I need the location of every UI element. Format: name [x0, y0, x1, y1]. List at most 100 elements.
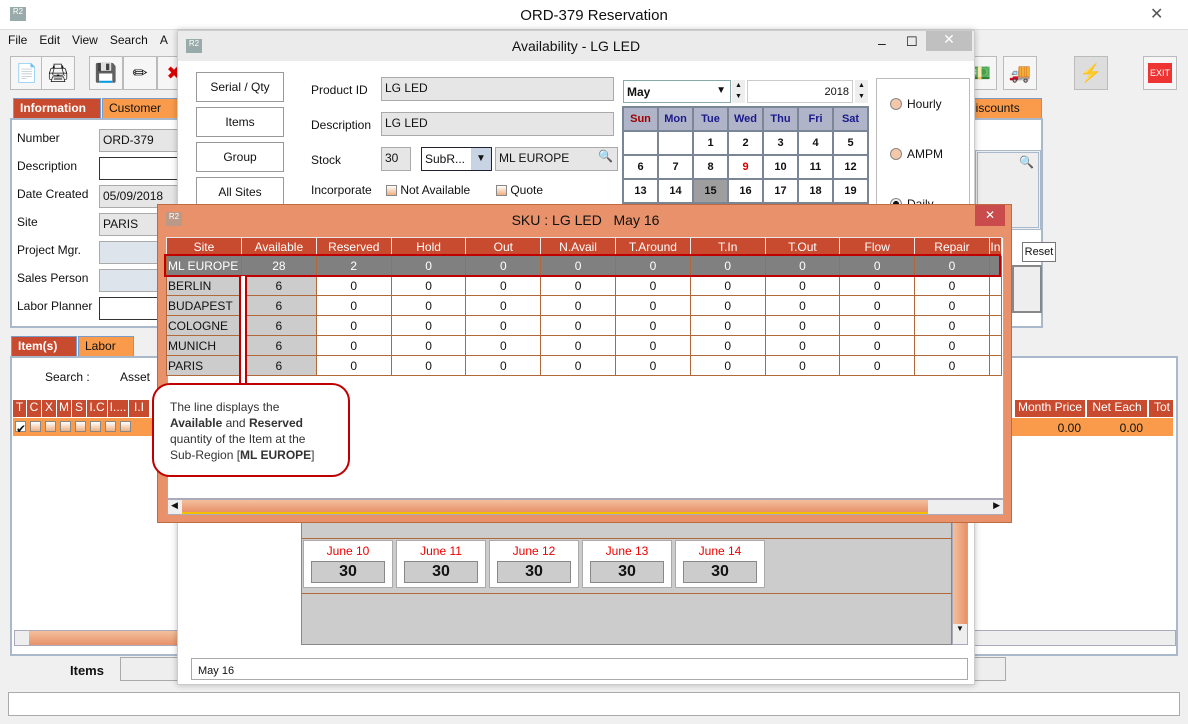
- day-cell[interactable]: June 11 30: [396, 540, 486, 588]
- all-sites-button[interactable]: All Sites: [196, 177, 284, 207]
- print-icon[interactable]: 🖨: [41, 56, 75, 90]
- scroll-right-icon[interactable]: ▶: [993, 500, 1000, 510]
- close-icon[interactable]: ✕: [1150, 6, 1164, 23]
- day-quantity[interactable]: 30: [497, 561, 571, 583]
- calendar-day[interactable]: 8: [694, 156, 727, 178]
- reset-button[interactable]: Reset: [1022, 242, 1056, 262]
- grid-vscrollbar[interactable]: ▼: [952, 505, 968, 645]
- menu-more[interactable]: A: [159, 33, 168, 47]
- day-quantity[interactable]: 30: [404, 561, 478, 583]
- day-quantity[interactable]: 30: [590, 561, 664, 583]
- calendar-day[interactable]: 1: [694, 132, 727, 154]
- calendar-day[interactable]: 14: [659, 180, 692, 202]
- items-row[interactable]: ✔: [13, 418, 158, 436]
- day-quantity[interactable]: 30: [311, 561, 385, 583]
- sku-hscrollbar[interactable]: ◀ ▶: [167, 499, 1004, 515]
- tab-customer[interactable]: Customer: [102, 98, 182, 118]
- radio-hourly[interactable]: Hourly: [890, 97, 942, 111]
- tab-information[interactable]: Information: [13, 98, 101, 118]
- calendar-day[interactable]: 6: [624, 156, 657, 178]
- day-cell[interactable]: June 13 30: [582, 540, 672, 588]
- col-x[interactable]: X: [42, 400, 56, 417]
- calendar-day[interactable]: 13: [624, 180, 657, 202]
- items-row-right[interactable]: 0.00 0.00: [1012, 418, 1173, 436]
- day-cell[interactable]: June 10 30: [303, 540, 393, 588]
- exit-icon[interactable]: EXIT: [1143, 56, 1177, 90]
- product-id-field[interactable]: LG LED: [381, 77, 614, 101]
- sku-col-header[interactable]: Flow: [839, 237, 916, 256]
- not-available-checkbox[interactable]: Not Available: [386, 183, 470, 197]
- col-month-price[interactable]: Month Price: [1015, 400, 1085, 417]
- calendar-day[interactable]: 19: [834, 180, 867, 202]
- menu-search[interactable]: Search: [109, 33, 148, 47]
- sku-row[interactable]: COLOGNE 6 0 0 0 0 0 0 0 0 0: [166, 315, 1002, 336]
- checkbox-checked[interactable]: ✔: [15, 421, 27, 436]
- sku-col-header[interactable]: T.Out: [764, 237, 841, 256]
- quote-checkbox[interactable]: Quote: [496, 183, 543, 197]
- scroll-down-icon[interactable]: ▼: [956, 624, 964, 633]
- calendar-day[interactable]: 17: [764, 180, 797, 202]
- tab-labor[interactable]: Labor: [78, 336, 134, 356]
- search-icon[interactable]: 🔍: [598, 149, 613, 163]
- calendar-day[interactable]: 4: [799, 132, 832, 154]
- calendar-day[interactable]: 18: [799, 180, 832, 202]
- sku-col-header[interactable]: In: [988, 237, 1002, 256]
- sku-row[interactable]: ML EUROPE 28 2 0 0 0 0 0 0 0 0: [166, 255, 1002, 276]
- number-field[interactable]: ORD-379: [99, 129, 179, 152]
- sku-col-header[interactable]: Repair: [914, 237, 990, 256]
- calendar-day[interactable]: 7: [659, 156, 692, 178]
- checkbox[interactable]: [105, 421, 116, 432]
- sku-col-header[interactable]: T.Around: [614, 237, 691, 256]
- calendar-day[interactable]: 5: [834, 132, 867, 154]
- sku-row[interactable]: PARIS 6 0 0 0 0 0 0 0 0 0: [166, 355, 1002, 376]
- sku-row[interactable]: BUDAPEST 6 0 0 0 0 0 0 0 0 0: [166, 295, 1002, 316]
- stock-type-dropdown[interactable]: SubR... ▼: [421, 147, 492, 171]
- col-ic[interactable]: I.C: [87, 400, 107, 417]
- checkbox[interactable]: [75, 421, 86, 432]
- checkbox[interactable]: [120, 421, 131, 432]
- search-icon[interactable]: 🔍: [1019, 155, 1034, 169]
- edit-pencil-icon[interactable]: ✏: [123, 56, 157, 90]
- col-m[interactable]: M: [57, 400, 71, 417]
- calendar-day[interactable]: 2: [729, 132, 762, 154]
- menu-view[interactable]: View: [72, 33, 98, 47]
- sku-col-header[interactable]: Out: [465, 237, 542, 256]
- col-s[interactable]: S: [72, 400, 86, 417]
- col-net-each[interactable]: Net Each: [1087, 400, 1147, 417]
- sku-row[interactable]: MUNICH 6 0 0 0 0 0 0 0 0 0: [166, 335, 1002, 356]
- serial-qty-button[interactable]: Serial / Qty: [196, 72, 284, 102]
- calendar-day[interactable]: 9: [729, 156, 762, 178]
- chevron-down-icon[interactable]: ▼: [471, 148, 491, 170]
- col-t[interactable]: T: [13, 400, 26, 417]
- description-field[interactable]: LG LED: [381, 112, 614, 136]
- date-created-field[interactable]: 05/09/2018: [99, 185, 179, 208]
- calendar-day[interactable]: 12: [834, 156, 867, 178]
- radio-ampm[interactable]: AMPM: [890, 147, 943, 161]
- stock-region-field[interactable]: ML EUROPE: [495, 147, 618, 171]
- calendar-day[interactable]: 16: [729, 180, 762, 202]
- sku-col-header[interactable]: T.In: [689, 237, 766, 256]
- checkbox[interactable]: [30, 421, 41, 432]
- checkbox[interactable]: [90, 421, 101, 432]
- save-icon[interactable]: 💾: [89, 56, 123, 90]
- items-button[interactable]: Items: [196, 107, 284, 137]
- chevron-down-icon[interactable]: ▼: [716, 85, 726, 96]
- maximize-icon[interactable]: ☐: [906, 34, 918, 49]
- year-spinner[interactable]: ▲ ▼: [855, 80, 868, 103]
- month-spinner[interactable]: ▲ ▼: [732, 80, 745, 103]
- scroll-left-icon[interactable]: ◀: [171, 500, 178, 510]
- checkbox[interactable]: [45, 421, 56, 432]
- day-quantity[interactable]: 30: [683, 561, 757, 583]
- minimize-icon[interactable]: ‒: [878, 35, 886, 51]
- sku-row[interactable]: BERLIN 6 0 0 0 0 0 0 0 0 0: [166, 275, 1002, 296]
- sku-col-header[interactable]: N.Avail: [540, 237, 616, 256]
- calendar-day[interactable]: 11: [799, 156, 832, 178]
- menu-file[interactable]: File: [8, 33, 28, 47]
- lightning-icon[interactable]: ⚡: [1074, 56, 1108, 90]
- sku-col-header[interactable]: Available: [240, 237, 317, 256]
- day-cell[interactable]: June 12 30: [489, 540, 579, 588]
- description-field[interactable]: [99, 157, 179, 180]
- new-document-icon[interactable]: 📄: [10, 56, 44, 90]
- checkbox[interactable]: [60, 421, 71, 432]
- year-field[interactable]: 2018: [747, 80, 853, 103]
